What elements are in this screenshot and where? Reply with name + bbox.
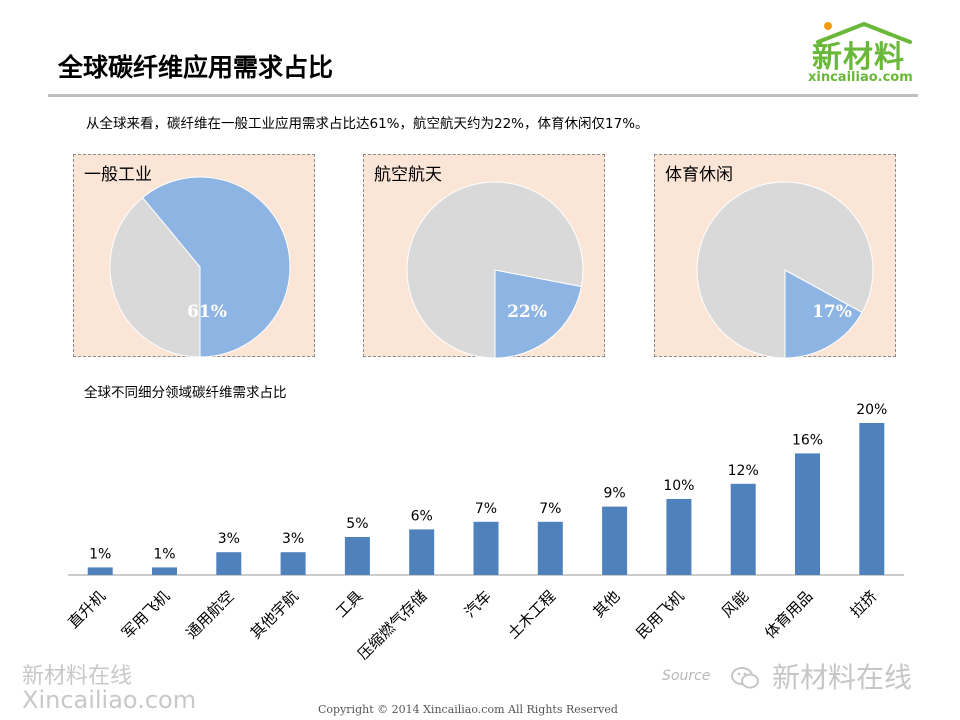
wechat-icon [731, 667, 759, 689]
bar [666, 499, 692, 575]
x-tick-label: 拉挤 [847, 587, 881, 621]
bar [87, 567, 113, 575]
bar [859, 423, 885, 575]
x-tick-label: 压缩燃气存储 [354, 587, 430, 660]
bar-data-label: 7% [475, 501, 497, 517]
x-tick-label: 风能 [718, 587, 752, 621]
bar-data-label: 9% [603, 486, 625, 502]
x-tick-label: 直升机 [64, 587, 109, 632]
pie-data-label: 61% [187, 302, 227, 322]
x-tick-label: 工具 [332, 587, 366, 621]
bar-data-label: 6% [411, 508, 433, 524]
logo-mark: 新材料 [812, 40, 905, 75]
xincailiao-logo: 新材料 xincailiao.com [804, 18, 924, 88]
bar [730, 483, 756, 575]
pie-data-label: 17% [812, 302, 852, 322]
bar-data-label: 20% [856, 402, 887, 418]
pie-title: 一般工业 [84, 165, 152, 185]
pie-data-label: 22% [507, 302, 547, 322]
bar [280, 552, 306, 575]
logo-url: xincailiao.com [808, 70, 913, 85]
pie-chart-industrial: 61% [109, 176, 291, 358]
copyright-text: Copyright © 2014 Xincailiao.com All Righ… [318, 703, 618, 716]
bar-data-label: 1% [89, 546, 111, 562]
x-tick-label: 体育用品 [761, 587, 816, 642]
x-tick-label: 其他宇航 [247, 587, 302, 642]
bar [795, 453, 820, 575]
bar [216, 552, 242, 575]
x-tick-label: 民用飞机 [633, 587, 688, 642]
bar-data-label: 16% [792, 432, 823, 448]
pie-panel-sports: 17% 体育休闲 [654, 154, 896, 358]
bar [602, 506, 628, 575]
x-tick-label: 军用飞机 [118, 587, 173, 642]
pie-chart-sports: 17% [696, 181, 874, 358]
x-tick-label: 汽车 [461, 587, 495, 621]
pie-title: 体育休闲 [665, 165, 733, 185]
pie-panel-industrial: 61% 一般工业 [73, 154, 315, 358]
watermark-cn: 新材料在线 [22, 664, 133, 689]
bar [152, 567, 177, 575]
bar [473, 521, 499, 575]
bar-chart: 1% 直升机 1% 军用飞机 3% 通用航空 3% 其他宇航 5% 工具 6% 压缩燃气存储 7% 汽车 7… [64, 402, 904, 660]
source-label: Source [662, 668, 711, 684]
bar-data-label: 3% [282, 531, 304, 547]
pie-slice-highlight [494, 269, 583, 358]
x-tick-label: 其他 [589, 587, 623, 621]
pie-slice-highlight [784, 269, 863, 358]
summary-text: 从全球来看，碳纤维在一般工业应用需求占比达61%，航空航天约为22%，体育休闲仅… [86, 116, 649, 132]
bar-data-label: 10% [663, 478, 694, 494]
pie-panel-aerospace: 22% 航空航天 [363, 154, 605, 358]
pie-slice-rest [406, 181, 584, 358]
bar [409, 529, 435, 575]
title-divider [48, 94, 918, 97]
pie-chart-aerospace: 22% [406, 181, 584, 358]
bar-data-label: 5% [346, 516, 368, 532]
watermark-en: Xincailiao.com [22, 686, 197, 714]
wechat-watermark: 新材料在线 [772, 661, 913, 694]
bar-chart-caption: 全球不同细分领域碳纤维需求占比 [84, 385, 287, 401]
pie-title: 航空航天 [374, 165, 442, 185]
page-title: 全球碳纤维应用需求占比 [58, 53, 334, 82]
bar-data-label: 7% [539, 501, 561, 517]
bar-data-label: 1% [153, 546, 175, 562]
logo-roof-icon [816, 21, 912, 44]
pie-slice-rest [696, 181, 874, 358]
pie-slice-highlight [141, 176, 291, 358]
bar [537, 521, 563, 575]
bar-data-label: 12% [728, 463, 759, 479]
x-tick-label: 通用航空 [182, 587, 237, 642]
bar-data-label: 3% [218, 531, 240, 547]
pie-slice-rest [109, 196, 201, 358]
x-tick-label: 土木工程 [504, 587, 559, 642]
bar [344, 537, 370, 575]
